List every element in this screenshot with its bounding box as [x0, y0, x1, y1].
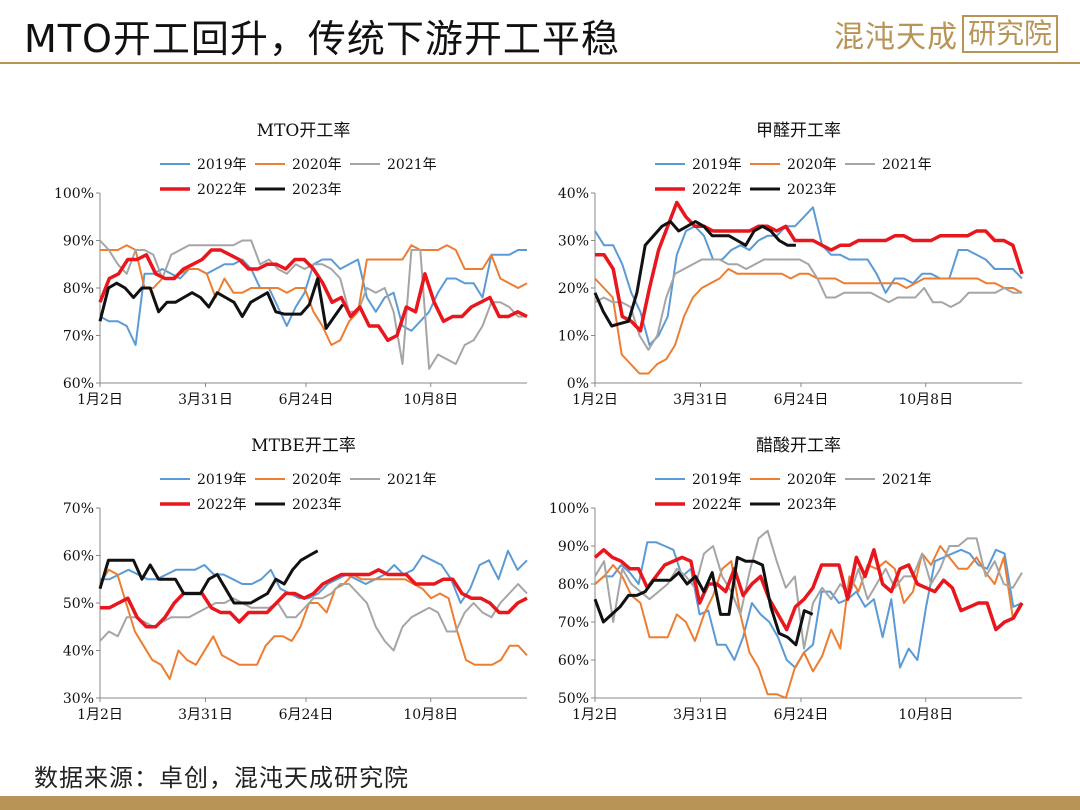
x-tick-label: 1月2日: [572, 392, 618, 408]
y-tick-label: 70%: [63, 329, 94, 345]
legend-label: 2019年: [197, 157, 247, 173]
x-tick-label: 6月24日: [279, 707, 334, 723]
legend-label: 2022年: [692, 497, 742, 513]
y-tick-label: 60%: [63, 549, 94, 565]
legend-label: 2019年: [692, 157, 742, 173]
x-tick-label: 10月8日: [898, 707, 953, 723]
x-tick-label: 6月24日: [774, 392, 829, 408]
chart-title: MTO开工率: [257, 121, 351, 141]
header-divider: [0, 62, 1080, 64]
y-tick-label: 30%: [63, 691, 94, 707]
legend-label: 2020年: [292, 472, 342, 488]
x-tick-label: 3月31日: [178, 392, 233, 408]
series-line-2022年: [100, 568, 528, 629]
series-line-2019年: [594, 541, 1023, 669]
x-tick-label: 1月2日: [77, 392, 123, 408]
chart-acetic-acid: 醋酸开工率 2019年 2020年 2021年 2022年 2023年 50% 60% 70% 8…: [549, 436, 1024, 723]
x-tick-label: 10月8日: [898, 392, 953, 408]
chart-mto: MTO开工率 2019年 2020年 2021年 2022年 2023年 60% 70% 80%…: [54, 121, 528, 408]
series-line-2021年: [99, 583, 528, 652]
legend-label: 2020年: [292, 157, 342, 173]
x-tick-label: 6月24日: [279, 392, 334, 408]
y-tick-label: 70%: [558, 615, 589, 631]
legend-label: 2021年: [387, 472, 437, 488]
y-tick-label: 90%: [558, 539, 589, 555]
legend-label: 2021年: [882, 472, 932, 488]
y-tick-label: 40%: [63, 644, 94, 660]
page-title: MTO开工回升，传统下游开工平稳: [24, 17, 620, 61]
legend-label: 2021年: [882, 157, 932, 173]
chart-title: 甲醛开工率: [756, 121, 841, 141]
x-tick-label: 1月2日: [572, 707, 618, 723]
legend-label: 2023年: [292, 497, 342, 513]
y-tick-label: 0%: [567, 376, 589, 392]
series-line-2022年: [98, 248, 528, 343]
x-tick-label: 10月8日: [403, 707, 458, 723]
legend-label: 2020年: [787, 157, 837, 173]
legend-label: 2019年: [197, 472, 247, 488]
y-tick-label: 90%: [63, 234, 94, 250]
y-tick-label: 20%: [558, 281, 589, 297]
series-line-2023年: [593, 555, 814, 647]
x-tick-label: 3月31日: [178, 707, 233, 723]
y-tick-label: 80%: [63, 281, 94, 297]
chart-formaldehyde: 甲醛开工率 2019年 2020年 2021年 2022年 2023年 0% 10% 20% 30…: [558, 121, 1024, 408]
y-tick-label: 40%: [558, 186, 589, 202]
series-line-2019年: [594, 206, 1023, 346]
series-line-2021年: [594, 529, 1023, 650]
legend-label: 2022年: [197, 497, 247, 513]
x-tick-label: 3月31日: [673, 392, 728, 408]
series-line-2019年: [100, 549, 528, 604]
y-tick-label: 60%: [63, 376, 94, 392]
legend-label: 2022年: [692, 182, 742, 198]
series-line-2022年: [595, 200, 1024, 333]
y-tick-label: 100%: [549, 501, 589, 517]
brand-logo: 混沌天成 研究院: [833, 14, 1058, 55]
series-line-2020年: [594, 545, 1023, 699]
data-source-note: 数据来源：卓创，混沌天成研究院: [34, 764, 409, 792]
series-line-2021年: [594, 258, 1022, 351]
legend-label: 2020年: [787, 472, 837, 488]
y-tick-label: 60%: [558, 653, 589, 669]
y-tick-label: 10%: [558, 329, 589, 345]
series-line-2020年: [99, 568, 528, 680]
y-tick-label: 100%: [54, 186, 94, 202]
legend-label: 2023年: [787, 497, 837, 513]
x-tick-label: 10月8日: [403, 392, 458, 408]
y-tick-label: 80%: [558, 577, 589, 593]
y-tick-label: 50%: [558, 691, 589, 707]
series-line-2020年: [594, 268, 1023, 375]
x-tick-label: 3月31日: [673, 707, 728, 723]
y-tick-label: 70%: [63, 501, 94, 517]
legend-label: 2021年: [387, 157, 437, 173]
logo-text: 混沌天成: [833, 20, 958, 55]
y-tick-label: 30%: [558, 234, 589, 250]
y-tick-label: 50%: [63, 596, 94, 612]
chart-title: MTBE开工率: [251, 436, 356, 456]
series-line-2023年: [98, 277, 345, 330]
series-line-2021年: [99, 239, 527, 370]
legend-label: 2022年: [197, 182, 247, 198]
series-line-2022年: [593, 548, 1024, 632]
series-line-2023年: [593, 220, 796, 328]
legend-label: 2023年: [292, 182, 342, 198]
chart-title: 醋酸开工率: [756, 436, 841, 456]
legend-label: 2023年: [787, 182, 837, 198]
legend-label: 2019年: [692, 472, 742, 488]
x-tick-label: 1月2日: [77, 707, 123, 723]
logo-box-text: 研究院: [961, 15, 1058, 53]
x-tick-label: 6月24日: [774, 707, 829, 723]
series-line-2023年: [98, 549, 319, 605]
footer-bar: [0, 796, 1080, 810]
